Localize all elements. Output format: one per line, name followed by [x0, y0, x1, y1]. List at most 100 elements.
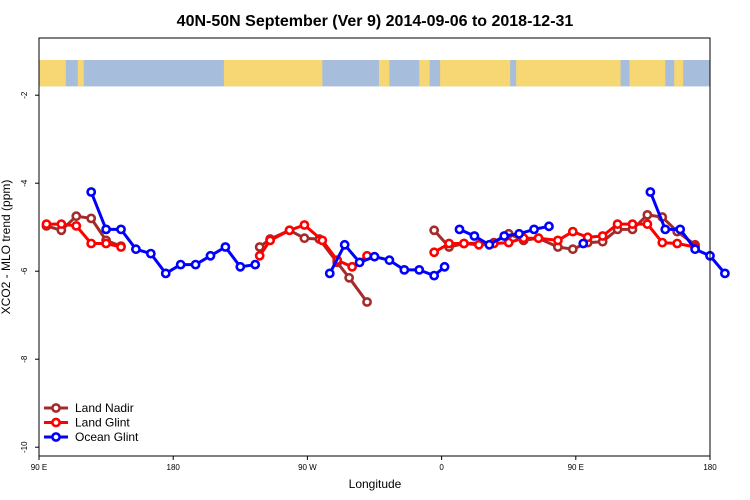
data-point [642, 219, 653, 230]
data-point [265, 235, 276, 246]
data-point [101, 238, 111, 249]
data-point [362, 297, 372, 307]
map-band-land [378, 60, 390, 87]
data-point [429, 225, 440, 236]
data-point [660, 224, 671, 235]
data-point [131, 244, 141, 255]
data-point [399, 264, 410, 275]
data-point [86, 187, 97, 197]
x-tick-label: 0 [439, 463, 444, 472]
data-point [384, 255, 395, 266]
data-point [612, 219, 623, 230]
x-axis-label: Longitude [349, 477, 402, 491]
series-line [649, 191, 727, 275]
data-point [529, 224, 539, 235]
data-point [484, 239, 495, 250]
legend-label: Land Glint [75, 416, 130, 430]
map-band-land [674, 60, 684, 87]
data-point [544, 221, 554, 232]
series-2 [86, 187, 730, 281]
x-tick-label: 90 W [298, 463, 317, 472]
data-point [145, 248, 156, 259]
data-point [429, 270, 440, 281]
data-point [347, 261, 358, 272]
data-point [86, 213, 97, 224]
data-point [71, 211, 82, 222]
data-point [71, 220, 82, 231]
data-point [514, 228, 525, 239]
y-tick-label: -6 [20, 267, 29, 275]
series-1 [41, 219, 700, 272]
map-band-land [223, 60, 323, 87]
y-axis: -2 -4 -6 -8 -10 [20, 91, 39, 453]
data-point [499, 231, 510, 241]
data-point [533, 233, 544, 244]
data-point [567, 226, 578, 237]
y-tick-label: -2 [20, 91, 29, 99]
data-point [720, 268, 730, 279]
map-band-land [516, 60, 621, 87]
x-tick-label: 180 [703, 463, 717, 472]
series-line [258, 223, 368, 269]
data-point [324, 268, 335, 279]
data-point [597, 231, 608, 241]
data-point [205, 250, 216, 261]
data-point [220, 242, 231, 252]
map-band-land [39, 60, 66, 87]
map-band-land [419, 60, 430, 87]
data-point [690, 244, 700, 255]
data-point [582, 232, 593, 243]
data-point [86, 238, 97, 249]
y-axis-label: XCO2 - MLO trend (ppm) [0, 180, 13, 315]
x-tick-label: 90 E [31, 463, 47, 472]
map-band-land [77, 60, 84, 87]
map-band-land [629, 60, 666, 87]
data-point [41, 219, 52, 230]
data-point [672, 238, 683, 249]
series-line [89, 191, 256, 275]
data-point [254, 242, 265, 252]
data-point [344, 272, 355, 283]
y-tick-label: -8 [20, 355, 29, 363]
legend-label: Land Nadir [75, 401, 134, 415]
y-tick-label: -10 [20, 441, 29, 453]
data-point [250, 259, 261, 270]
plot-frame [38, 37, 711, 457]
legend-marker [51, 432, 61, 442]
x-tick-label: 180 [167, 463, 181, 472]
data-point [553, 235, 563, 246]
data-point [354, 257, 365, 268]
x-tick-label: 90 E [568, 463, 584, 472]
data-point [469, 231, 480, 241]
data-point [414, 264, 425, 275]
data-point [369, 251, 380, 262]
data-point [116, 242, 126, 252]
data-point [160, 268, 171, 279]
data-point [284, 225, 295, 236]
data-point [235, 261, 246, 272]
data-point [429, 247, 440, 258]
x-axis: 90 E 180 90 W 0 90 E 180 [31, 456, 717, 472]
data-point [317, 235, 328, 246]
data-point [645, 187, 656, 197]
data-point [254, 250, 265, 261]
data-point [175, 259, 186, 270]
data-point [299, 220, 310, 230]
data-point [675, 224, 686, 235]
data-point [503, 237, 514, 248]
plot-area [39, 60, 730, 307]
data-point [642, 209, 653, 220]
data-point [473, 239, 484, 250]
data-point [459, 238, 469, 249]
data-point [567, 244, 578, 255]
y-tick-label: -4 [20, 179, 29, 187]
data-point [578, 238, 589, 249]
chart-title: 40N-50N September (Ver 9) 2014-09-06 to … [177, 13, 574, 30]
legend-label: Ocean Glint [75, 430, 139, 444]
data-point [339, 239, 350, 250]
data-point [116, 224, 126, 235]
data-point [190, 259, 201, 270]
legend-marker [51, 403, 61, 413]
